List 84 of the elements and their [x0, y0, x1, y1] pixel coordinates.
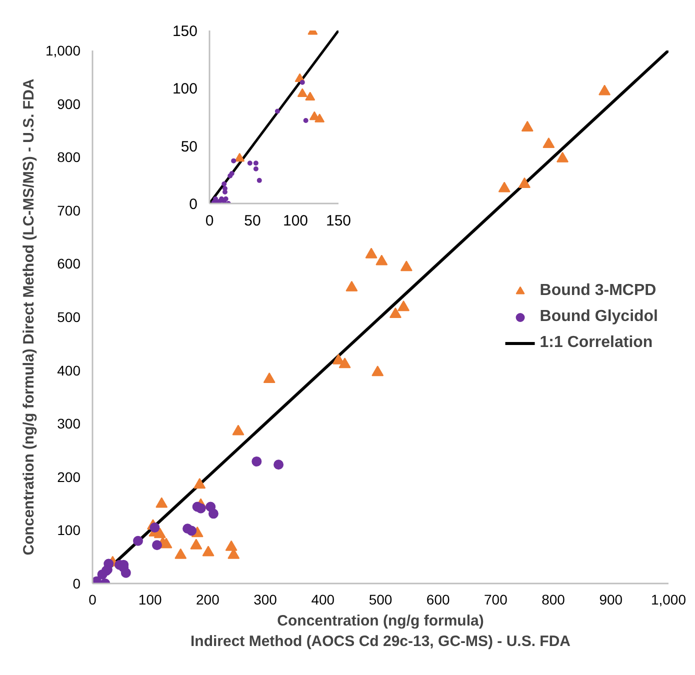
x-tick-label: 100 [282, 212, 308, 230]
y-tick-label: 0 [189, 196, 198, 213]
y-tick-label: 700 [57, 202, 81, 218]
y-axis-title: Concentration (ng/g formula) Direct Method (LC-MS/MS) - U.S. FDA [20, 78, 38, 556]
point [194, 478, 206, 489]
y-tick-label: 800 [57, 149, 81, 166]
point [231, 158, 236, 164]
point [232, 424, 244, 436]
point [256, 178, 262, 183]
y-tick-label: 1,000 [45, 42, 81, 58]
y-tick-label: 150 [172, 23, 198, 40]
point [338, 358, 351, 368]
x-tick-label: 600 [426, 592, 450, 608]
legend-label: 1:1 Correlation [540, 334, 653, 352]
y-tick-label: 100 [57, 522, 81, 538]
point [133, 536, 144, 546]
y-tick-label: 50 [180, 138, 198, 156]
point [521, 120, 534, 132]
x-tick-label: 800 [542, 592, 566, 608]
x-tick-label: 100 [138, 592, 162, 608]
x-axis-title: Concentration (ng/g formula) Indirect Method (AOCS Cd 29c-13, GC-MS) - U.S. FDA [190, 612, 571, 650]
y-tick-label: 100 [172, 80, 198, 98]
point [150, 522, 160, 533]
x-tick-label: 200 [196, 592, 220, 608]
point [253, 166, 258, 172]
x-tick-label: 1,000 [650, 592, 686, 608]
x-tick-label: 0 [205, 212, 214, 230]
point [274, 108, 280, 114]
legend-label: Bound 3-MCPD [540, 282, 656, 300]
point [400, 260, 412, 272]
point [498, 182, 510, 192]
point [389, 307, 402, 318]
point [174, 548, 187, 559]
point [247, 160, 252, 166]
point [120, 568, 131, 578]
point [346, 280, 358, 292]
point [252, 456, 262, 466]
y-tick-label: 0 [72, 576, 81, 592]
x-tick-label: 500 [368, 592, 392, 608]
point [234, 152, 245, 162]
point [186, 526, 197, 536]
y-tick-label: 400 [57, 362, 81, 378]
x-tick-label: 300 [254, 592, 278, 608]
point [263, 372, 276, 384]
point [372, 366, 384, 376]
y-tick-label: 500 [57, 309, 81, 325]
y-tick-label: 200 [57, 468, 81, 485]
x-tick-label: 50 [244, 212, 261, 230]
point [300, 80, 305, 85]
x-tick-label: 0 [88, 592, 97, 608]
point [297, 88, 308, 98]
legend-label: Bound Glycidol [540, 308, 658, 326]
x-tick-label: 150 [326, 212, 352, 230]
point [518, 177, 530, 188]
point [398, 300, 410, 312]
point [222, 181, 227, 186]
point [97, 569, 108, 580]
point [154, 528, 166, 538]
point [332, 354, 344, 364]
point [225, 540, 238, 551]
point [160, 538, 172, 548]
point [208, 508, 218, 519]
point [253, 160, 258, 166]
point [305, 92, 316, 100]
x-tick-label: 900 [599, 592, 623, 608]
point [274, 460, 284, 470]
point [556, 152, 569, 162]
point [303, 118, 308, 123]
point [156, 497, 168, 508]
point [196, 503, 206, 514]
point [228, 173, 233, 178]
y-tick-label: 600 [57, 256, 81, 272]
point [376, 254, 388, 266]
point [152, 540, 162, 550]
point [542, 137, 555, 148]
point [314, 114, 325, 122]
point [202, 546, 214, 556]
x-tick-label: 700 [484, 592, 508, 608]
point [365, 248, 378, 258]
point [598, 84, 611, 96]
y-tick-label: 300 [57, 416, 81, 432]
point [190, 538, 202, 550]
x-tick-label: 400 [311, 592, 335, 608]
y-tick-label: 900 [57, 96, 81, 112]
